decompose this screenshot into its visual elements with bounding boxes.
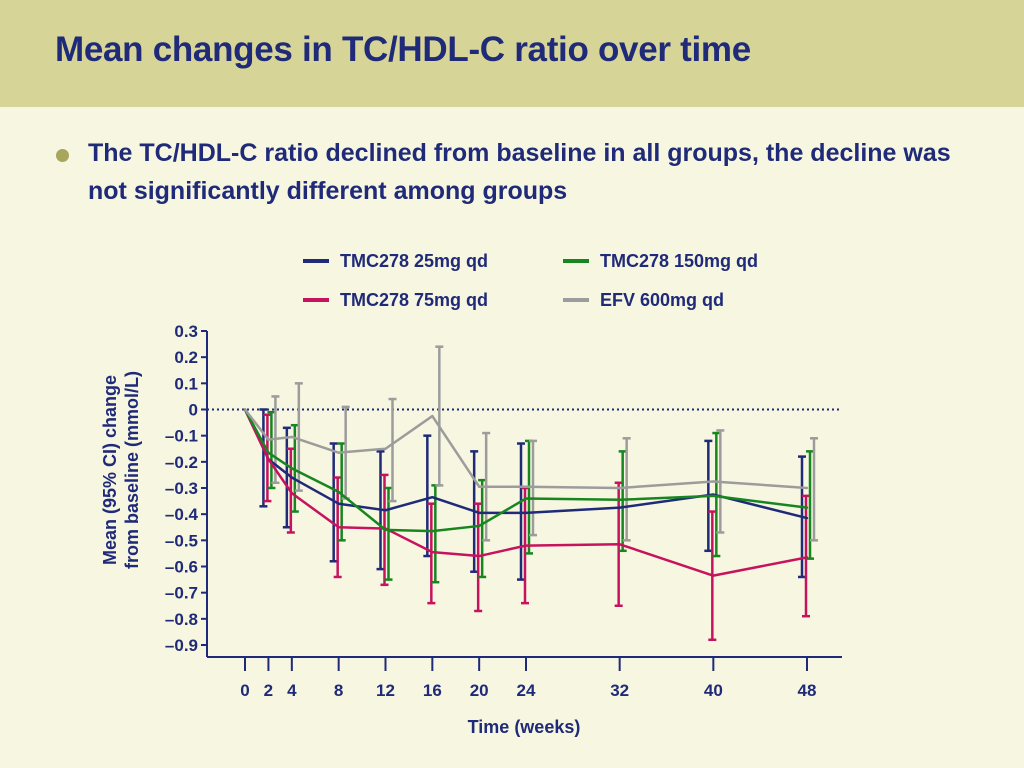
y-tick-label: –0.8 (165, 610, 198, 629)
x-tick-label: 0 (240, 681, 249, 700)
y-tick-label: –0.3 (165, 479, 198, 498)
data-point (712, 494, 715, 498)
title-bar (0, 0, 1024, 107)
error-bar (282, 426, 291, 529)
error-bar (259, 408, 268, 508)
data-point (477, 485, 481, 488)
bullet-dot-icon (56, 149, 69, 162)
y-axis-label-line: Mean (95% CI) change (100, 375, 120, 565)
x-tick-label: 2 (264, 681, 273, 700)
data-point (524, 544, 528, 547)
error-bar (290, 423, 299, 513)
data-point (384, 509, 387, 512)
bullet-text: The TC/HDL-C ratio declined from baselin… (88, 139, 951, 205)
y-tick-label: –0.9 (165, 636, 198, 655)
series-line-3 (244, 408, 808, 490)
data-point (618, 498, 621, 501)
error-bar (810, 437, 818, 542)
y-tick-label: 0.1 (174, 374, 198, 393)
data-point (477, 524, 481, 528)
y-tick-label: –0.4 (165, 505, 199, 524)
data-point (618, 543, 621, 546)
data-point (337, 526, 340, 529)
data-point (805, 556, 809, 559)
y-tick-label: 0.3 (174, 322, 198, 341)
y-tick-label: –0.7 (165, 584, 198, 603)
x-tick-label: 48 (798, 681, 817, 700)
x-tick-label: 16 (423, 681, 442, 700)
data-point (290, 467, 294, 470)
legend-label-0: TMC278 25mg qd (340, 251, 488, 271)
error-bar (337, 442, 346, 542)
error-bar (329, 442, 338, 563)
x-tick-label: 24 (517, 681, 536, 700)
data-point (712, 480, 715, 483)
error-bars (259, 345, 818, 642)
data-point (712, 574, 715, 577)
y-tick-label: –0.2 (165, 453, 198, 472)
x-axis-label: Time (weeks) (468, 717, 581, 737)
error-bar (517, 442, 525, 581)
data-point (267, 458, 270, 461)
data-point (384, 447, 387, 450)
data-point (524, 497, 528, 500)
error-bar (435, 345, 444, 487)
x-tick-label: 40 (704, 681, 723, 700)
error-bar (267, 410, 276, 490)
legend-label-2: TMC278 150mg qd (600, 251, 758, 271)
data-point (337, 502, 340, 505)
y-tick-label: –0.6 (165, 558, 198, 577)
legend: TMC278 25mg qd TMC278 75mg qd TMC278 150mg… (303, 251, 758, 310)
legend-label-3: EFV 600mg qd (600, 290, 724, 310)
data-point (337, 490, 340, 494)
y-axis-label-line: from baseline (mmol/L) (122, 371, 142, 569)
error-bar (384, 486, 393, 581)
y-tick-label: 0 (189, 401, 198, 420)
legend-label-1: TMC278 75mg qd (340, 290, 488, 310)
data-point (805, 486, 809, 490)
error-bar (388, 397, 397, 503)
error-bar (622, 437, 631, 542)
data-point (524, 485, 528, 488)
data-point (290, 435, 294, 439)
data-point (618, 506, 621, 509)
data-point (267, 438, 270, 441)
data-point (524, 511, 528, 515)
data-point (618, 486, 621, 490)
data-point (805, 506, 809, 509)
error-bar (423, 434, 432, 558)
slide-title: Mean changes in TC/HDL-C ratio over time (55, 30, 751, 69)
series-lines (243, 408, 809, 577)
data-point (805, 516, 809, 520)
error-bar (427, 502, 436, 605)
axes: 0.3 0.2 0.1 0 –0.1 –0.2 –0.3 –0.4 –0.5 –0.6 –0.7 –0… (100, 322, 842, 737)
y-tick-label: 0.2 (174, 348, 198, 367)
error-bar (802, 494, 810, 618)
error-bar (618, 450, 627, 553)
x-tick-label: 20 (470, 681, 489, 700)
data-point (431, 414, 434, 418)
data-point (384, 528, 387, 532)
x-tick-label: 4 (287, 681, 297, 700)
data-point (477, 554, 481, 558)
data-point (477, 511, 481, 515)
data-point (267, 451, 270, 454)
data-point (290, 476, 294, 479)
x-tick-label: 12 (376, 681, 395, 700)
y-axis-label: Mean (95% CI) change from baseline (mmol/… (100, 371, 142, 569)
data-point (337, 451, 340, 454)
data-point (243, 408, 247, 411)
y-tick-label: –0.5 (165, 531, 198, 550)
x-tick-label: 32 (610, 681, 629, 700)
error-bar (474, 502, 483, 613)
error-bar (478, 478, 487, 579)
x-tick-label: 8 (334, 681, 343, 700)
data-point (290, 492, 294, 495)
data-point (431, 529, 434, 533)
data-point (431, 550, 434, 554)
data-point (431, 495, 434, 499)
y-tick-label: –0.1 (165, 427, 198, 446)
